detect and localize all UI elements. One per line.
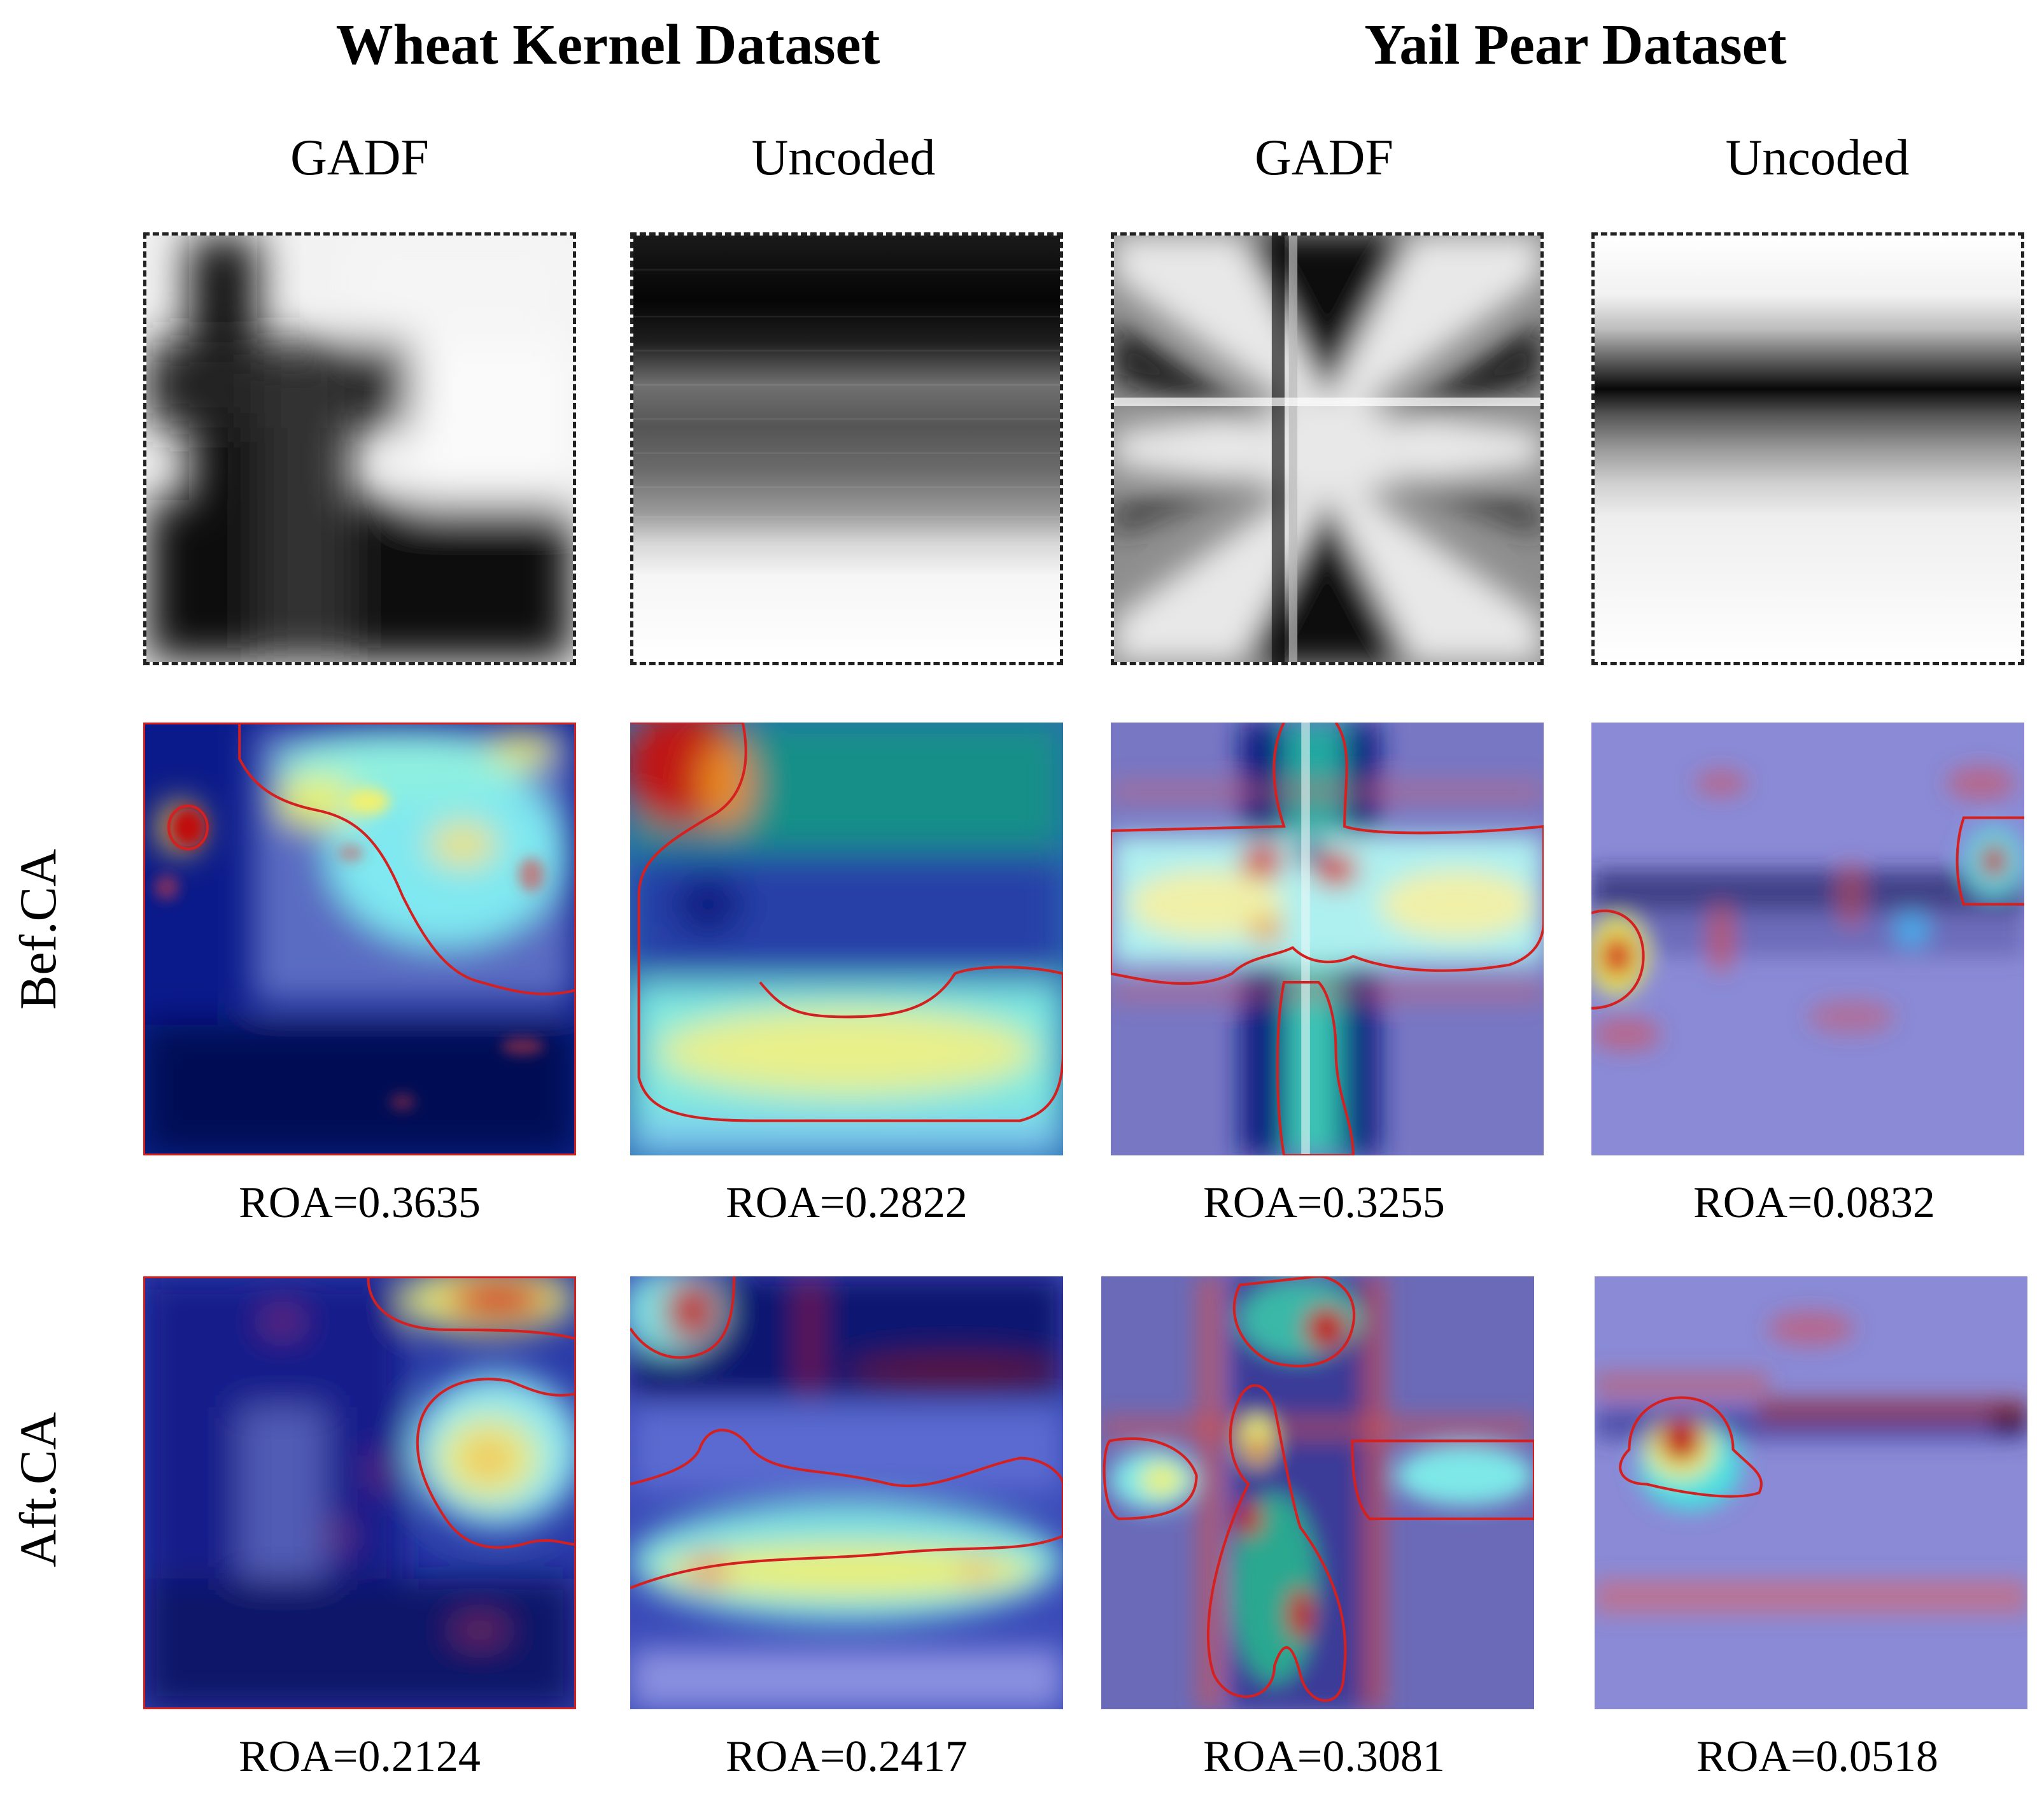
column-label-wheat-gadf: GADF — [290, 130, 429, 186]
heatmap-before-pear-uncoded — [1591, 723, 2024, 1155]
heatmap-before-wheat-uncoded — [630, 723, 1063, 1155]
raw-image-pear-gadf — [1111, 232, 1544, 665]
roa-before-pear-uncoded: ROA=0.0832 — [1693, 1178, 1935, 1227]
raw-image-wheat-uncoded — [630, 232, 1063, 665]
heatmap-after-wheat-uncoded — [630, 1276, 1063, 1709]
roa-after-pear-gadf: ROA=0.3081 — [1203, 1732, 1445, 1781]
roa-after-pear-uncoded: ROA=0.0518 — [1696, 1732, 1938, 1781]
row-label-before-ca: Bef.CA — [9, 849, 67, 1010]
dataset-title-wheat: Wheat Kernel Dataset — [335, 13, 880, 76]
raw-image-wheat-gadf — [143, 232, 576, 665]
heatmap-after-pear-gadf — [1101, 1276, 1534, 1709]
column-label-pear-gadf: GADF — [1255, 130, 1393, 186]
heatmap-after-wheat-gadf — [143, 1276, 576, 1709]
raw-image-pear-uncoded — [1591, 232, 2024, 665]
column-label-pear-uncoded: Uncoded — [1725, 130, 1910, 186]
roa-before-wheat-uncoded: ROA=0.2822 — [726, 1178, 968, 1227]
heatmap-before-pear-gadf — [1111, 723, 1544, 1155]
roa-before-pear-gadf: ROA=0.3255 — [1203, 1178, 1445, 1227]
row-label-after-ca: Aft.CA — [9, 1412, 67, 1567]
roa-after-wheat-gadf: ROA=0.2124 — [239, 1732, 481, 1781]
column-label-wheat-uncoded: Uncoded — [751, 130, 936, 186]
roa-after-wheat-uncoded: ROA=0.2417 — [726, 1732, 968, 1781]
heatmap-before-wheat-gadf — [143, 723, 576, 1155]
roa-before-wheat-gadf: ROA=0.3635 — [239, 1178, 481, 1227]
dataset-title-pear: Yail Pear Dataset — [1364, 13, 1787, 76]
heatmap-after-pear-uncoded — [1595, 1276, 2027, 1709]
